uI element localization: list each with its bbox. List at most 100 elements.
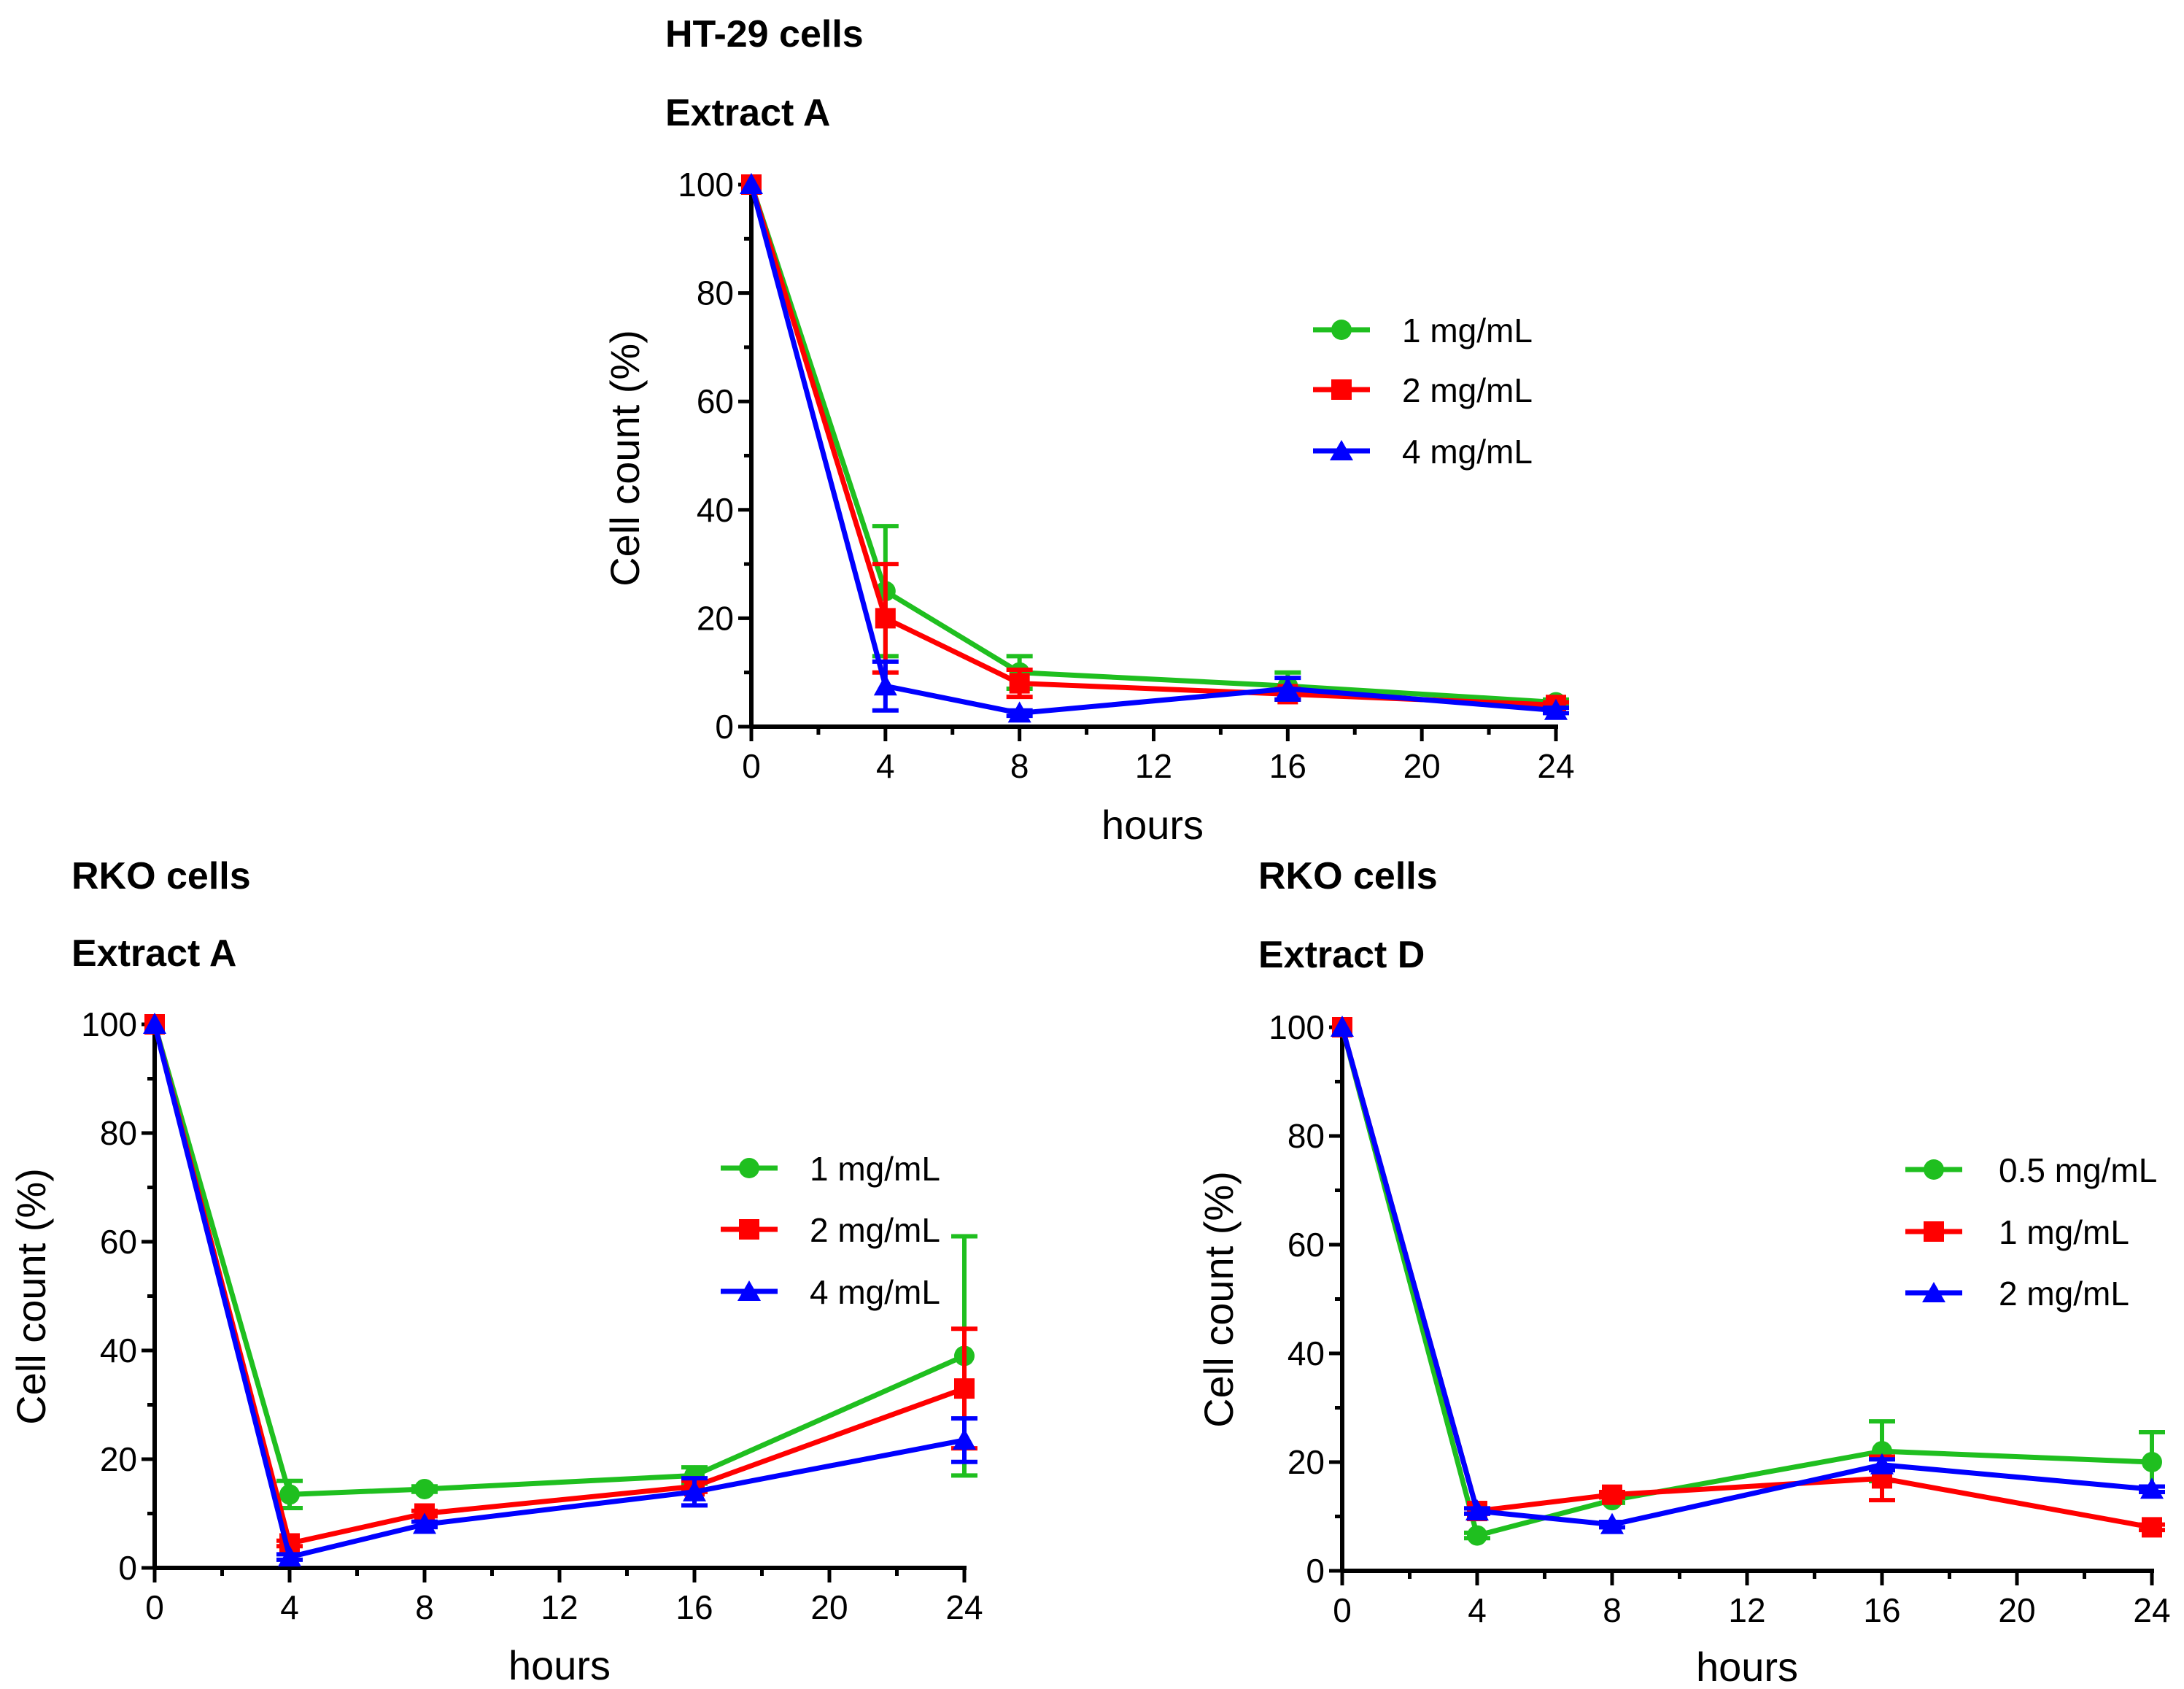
data-point <box>683 1480 706 1501</box>
x-tick-label: 4 <box>876 747 895 785</box>
legend-label: 4 mg/mL <box>810 1273 940 1311</box>
y-tick-label: 0 <box>118 1549 137 1587</box>
data-point <box>413 1512 436 1534</box>
data-point <box>414 1478 435 1499</box>
legend-label: 1 mg/mL <box>1402 312 1533 349</box>
y-tick-label: 80 <box>100 1114 137 1152</box>
data-point <box>278 1545 301 1567</box>
x-tick-label: 12 <box>541 1588 578 1626</box>
data-point <box>143 1013 166 1034</box>
x-tick-label: 12 <box>1135 747 1172 785</box>
data-point <box>1600 1512 1624 1534</box>
series-1-mg-ml <box>144 1014 977 1511</box>
chart-subtitle: Extract A <box>665 92 830 134</box>
y-axis-label: Cell count (%) <box>8 1168 54 1425</box>
y-tick-label: 0 <box>1306 1552 1325 1590</box>
x-tick-label: 20 <box>1403 747 1441 785</box>
x-axis-label: hours <box>1101 802 1204 848</box>
legend-label: 1 mg/mL <box>810 1150 940 1188</box>
data-point <box>2140 1477 2164 1499</box>
legend-label: 1 mg/mL <box>1999 1213 2129 1251</box>
y-tick-label: 60 <box>100 1223 137 1261</box>
x-tick-label: 16 <box>675 1588 713 1626</box>
y-tick-label: 100 <box>81 1005 137 1043</box>
panel-rko-extract-a: RKO cells Extract A 0 20 40 60 80 100 0 4 8 12 16 2… <box>8 855 983 1688</box>
series-2-mg-ml <box>1331 1016 2165 1534</box>
data-point <box>1331 1016 1354 1037</box>
data-point <box>953 1428 976 1450</box>
legend-marker-triangle <box>737 1280 761 1301</box>
data-point <box>1465 1499 1489 1521</box>
legend-label: 0.5 mg/mL <box>1999 1151 2157 1189</box>
y-tick-label: 80 <box>1287 1117 1325 1155</box>
y-tick-label: 40 <box>1287 1334 1325 1372</box>
y-tick-label: 60 <box>697 382 734 420</box>
plot-area: 0 20 40 60 80 100 0 4 8 12 16 20 24 <box>81 1005 983 1626</box>
data-point <box>1602 1484 1622 1505</box>
legend-marker-square <box>1331 379 1352 400</box>
data-point <box>1467 1525 1487 1546</box>
x-tick-label: 8 <box>1603 1591 1622 1629</box>
y-tick-label: 20 <box>1287 1443 1325 1481</box>
x-tick-label: 0 <box>742 747 761 785</box>
plot-area: 0 20 40 60 80 100 0 4 8 12 16 20 24 <box>1269 1008 2170 1629</box>
data-point <box>873 674 897 696</box>
data-point <box>279 1484 300 1505</box>
x-tick-label: 24 <box>2133 1591 2170 1629</box>
series-line <box>152 1024 966 1497</box>
x-axis-label: hours <box>1696 1644 1798 1689</box>
panel-rko-extract-d: RKO cells Extract D 0 20 40 60 80 100 0 4 8 12 16 2… <box>1196 855 2171 1689</box>
data-point <box>875 608 896 629</box>
legend-marker-circle <box>1924 1159 1944 1180</box>
x-tick-label: 24 <box>945 1588 983 1626</box>
x-tick-label: 16 <box>1863 1591 1900 1629</box>
data-point <box>954 1378 975 1399</box>
chart-subtitle: Extract D <box>1258 934 1425 976</box>
legend-label: 2 mg/mL <box>1999 1275 2129 1313</box>
x-tick-label: 20 <box>810 1588 848 1626</box>
chart-title: HT-29 cells <box>665 13 864 55</box>
y-tick-label: 60 <box>1287 1226 1325 1264</box>
y-axis-label: Cell count (%) <box>1196 1171 1242 1428</box>
series-4-mg-ml <box>740 173 1569 723</box>
chart-title: RKO cells <box>71 855 251 897</box>
plot-area: 0 20 40 60 80 100 0 4 8 12 16 20 24 <box>678 166 1574 785</box>
data-point <box>1007 701 1031 723</box>
x-tick-label: 8 <box>415 1588 434 1626</box>
y-tick-label: 40 <box>697 491 734 529</box>
data-point <box>740 173 763 194</box>
x-tick-label: 12 <box>1728 1591 1765 1629</box>
legend: 1 mg/mL 2 mg/mL 4 mg/mL <box>721 1150 940 1311</box>
y-tick-label: 80 <box>697 274 734 312</box>
y-tick-label: 40 <box>100 1332 137 1369</box>
data-point <box>1870 1453 1894 1475</box>
y-tick-label: 0 <box>715 708 734 746</box>
y-tick-label: 20 <box>100 1440 137 1478</box>
x-axis-label: hours <box>508 1642 611 1688</box>
x-tick-label: 24 <box>1537 747 1574 785</box>
legend-marker-triangle <box>1922 1282 1945 1302</box>
y-tick-label: 20 <box>697 599 734 637</box>
legend-label: 4 mg/mL <box>1402 433 1533 471</box>
data-point <box>1544 698 1568 720</box>
x-tick-label: 20 <box>1998 1591 2035 1629</box>
y-tick-label: 100 <box>678 166 734 204</box>
y-tick-label: 100 <box>1269 1008 1325 1046</box>
legend-marker-circle <box>1331 320 1352 340</box>
legend-marker-triangle <box>1330 440 1353 460</box>
legend-marker-square <box>739 1219 759 1240</box>
chart-title: RKO cells <box>1258 855 1438 897</box>
x-tick-label: 0 <box>145 1588 164 1626</box>
x-tick-label: 4 <box>280 1588 299 1626</box>
legend-marker-circle <box>739 1158 759 1178</box>
x-tick-label: 0 <box>1333 1591 1352 1629</box>
y-axis-label: Cell count (%) <box>602 330 648 587</box>
data-point <box>2142 1452 2162 1472</box>
x-tick-label: 16 <box>1269 747 1306 785</box>
legend-label: 2 mg/mL <box>810 1211 940 1249</box>
legend-label: 2 mg/mL <box>1402 371 1533 409</box>
data-point <box>1009 673 1030 694</box>
series-4-mg-ml <box>143 1013 977 1567</box>
legend: 0.5 mg/mL 1 mg/mL 2 mg/mL <box>1905 1151 2157 1313</box>
